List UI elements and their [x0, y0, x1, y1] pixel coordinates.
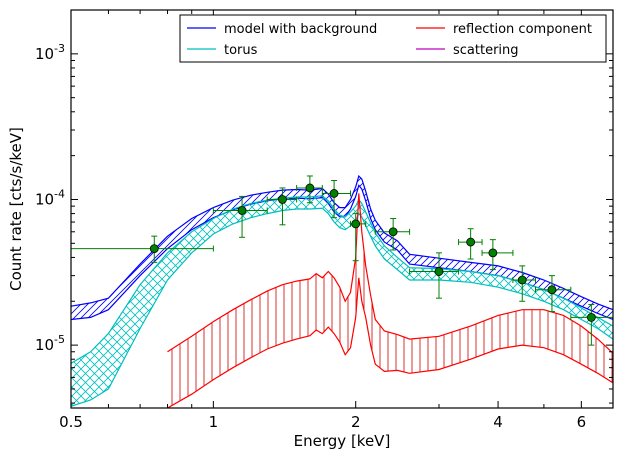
data-point-marker	[305, 183, 315, 193]
data-point-marker	[388, 227, 398, 237]
reflection-component-lower-line	[167, 277, 613, 408]
data-point-marker	[488, 248, 498, 258]
x-tick-labels: 0.5 1 2 4 6	[59, 413, 586, 431]
y-tick-label: 10-3	[35, 42, 65, 63]
legend: model with background reflection compone…	[179, 14, 607, 63]
data-point-marker	[547, 285, 557, 295]
axis-ticks	[70, 9, 614, 408]
legend-box	[179, 14, 607, 63]
y-axis-label: Count rate [cts/s/keV]	[7, 127, 25, 291]
x-axis-label: Energy [keV]	[294, 432, 391, 450]
model-with-background-band-fill	[71, 176, 613, 320]
data-point-marker	[149, 244, 159, 253]
data-points	[71, 175, 613, 346]
torus-upper-line	[71, 195, 613, 364]
legend-label-torus: torus	[224, 43, 258, 58]
y-tick-label: 10-4	[35, 187, 65, 208]
legend-label-scattering: scattering	[453, 43, 519, 58]
data-point-marker	[329, 189, 339, 198]
y-tick-exponent: -5	[54, 333, 65, 346]
data-point-marker	[278, 195, 287, 204]
y-tick-label: 10-5	[35, 333, 65, 354]
legend-label-model: model with background	[224, 22, 377, 37]
data-point-marker	[237, 206, 247, 215]
data-point-marker	[434, 267, 444, 276]
plot-frame	[70, 9, 614, 409]
data-point-marker	[586, 312, 596, 322]
legend-label-reflection: reflection component	[453, 22, 592, 37]
x-tick-label: 0.5	[59, 413, 83, 431]
y-tick-exponent: -4	[54, 187, 65, 200]
data-point-marker	[466, 237, 476, 247]
x-tick-label: 4	[493, 413, 503, 431]
x-tick-label: 6	[577, 413, 587, 431]
y-tick-labels: 10-5 10-4 10-3	[35, 42, 65, 354]
x-tick-label: 1	[209, 413, 219, 431]
data-point-marker	[517, 275, 527, 285]
y-tick-exponent: -3	[54, 42, 65, 55]
data-point-marker	[351, 219, 361, 229]
x-tick-label: 2	[351, 413, 361, 431]
reflection-component-band-fill	[167, 193, 613, 408]
